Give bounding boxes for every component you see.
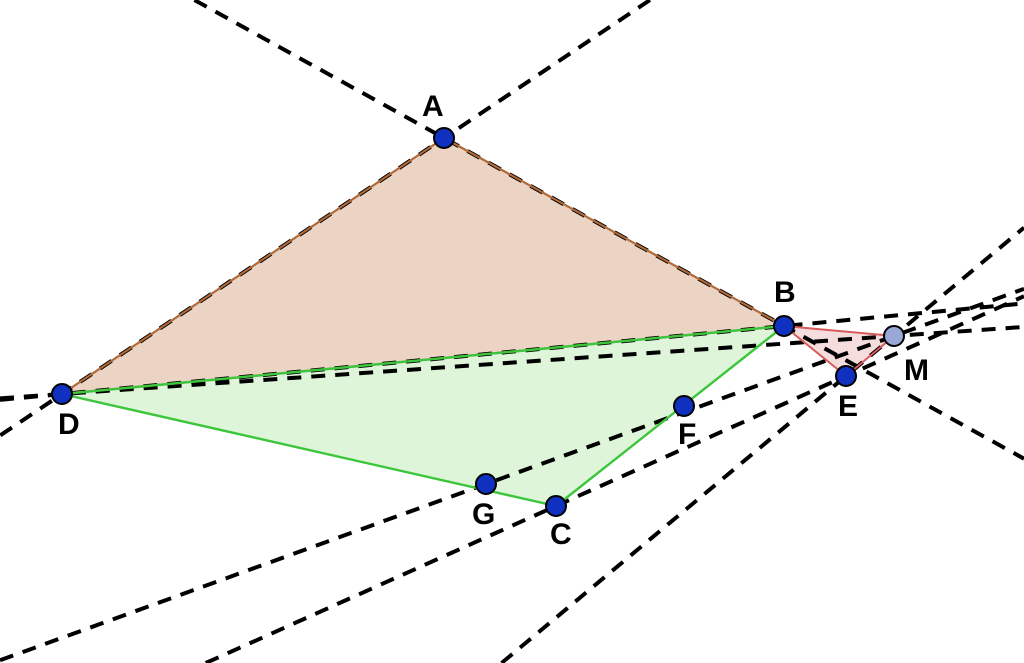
triangle-fills-layer [62, 138, 894, 506]
point-c [546, 496, 566, 516]
point-f [674, 396, 694, 416]
geometry-diagram: A B C D E F G M [0, 0, 1024, 663]
point-g [476, 474, 496, 494]
label-e: E [838, 390, 858, 423]
label-g: G [472, 498, 495, 531]
point-a [434, 128, 454, 148]
point-e [836, 366, 856, 386]
point-b [774, 316, 794, 336]
label-b: B [774, 276, 796, 309]
label-a: A [422, 90, 444, 123]
label-c: C [550, 518, 572, 551]
label-f: F [678, 418, 696, 451]
point-d [52, 384, 72, 404]
label-d: D [58, 408, 80, 441]
label-m: M [904, 354, 929, 387]
point-m [884, 326, 904, 346]
